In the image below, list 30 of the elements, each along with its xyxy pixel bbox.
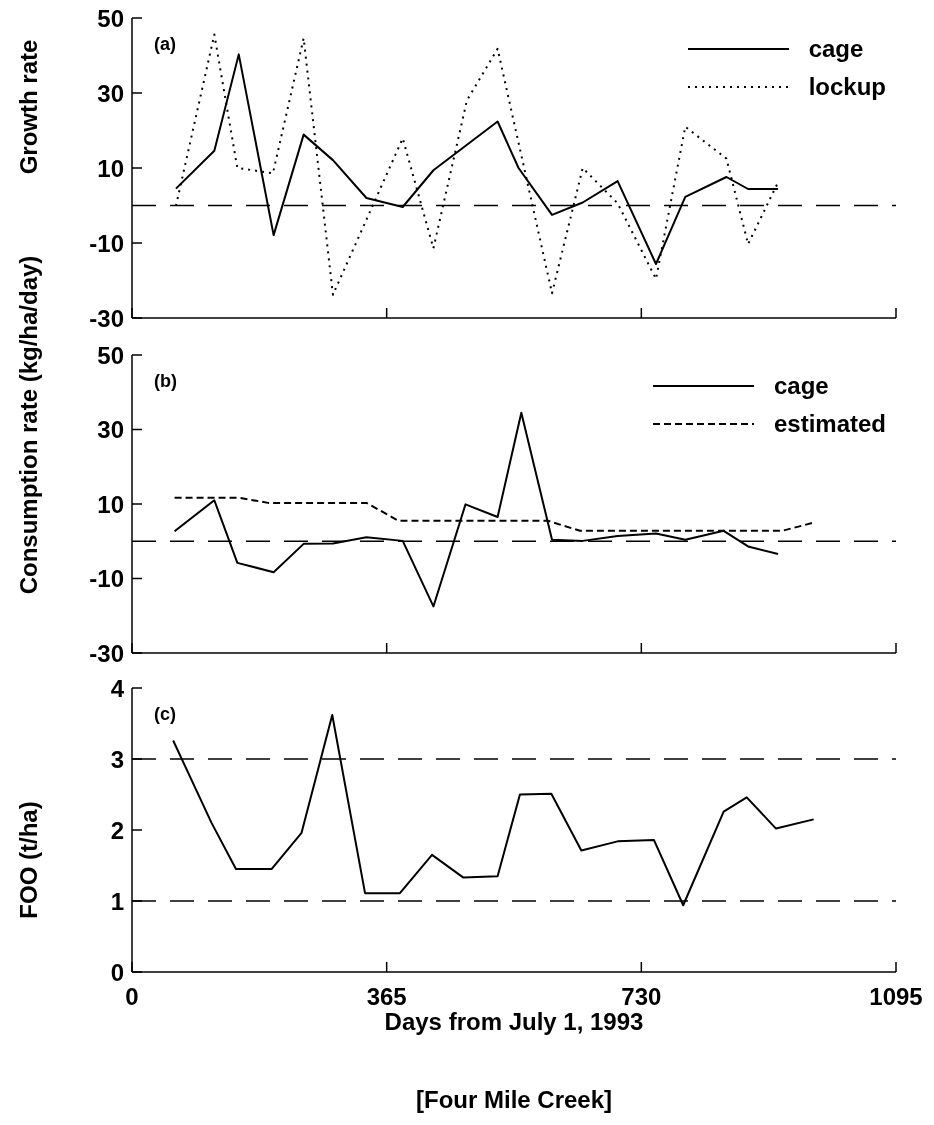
y-axis-title: Consumption rate (kg/ha/day) xyxy=(14,255,42,595)
x-tick-label: 730 xyxy=(621,983,662,1011)
annotation: (a) xyxy=(154,34,176,54)
y-axis-title: Growth rate xyxy=(14,39,42,175)
legend-label: estimated xyxy=(773,410,886,438)
y-tick-label: 1 xyxy=(110,887,124,915)
y-tick-label: 3 xyxy=(110,745,124,773)
y-tick-label: 30 xyxy=(97,79,124,107)
legend-label: cage xyxy=(773,372,829,400)
y-tick-label: -10 xyxy=(89,565,124,593)
y-tick-label: -30 xyxy=(89,639,124,667)
y-tick-label: -10 xyxy=(89,229,124,257)
annotation: (b) xyxy=(154,371,177,391)
annotation: (c) xyxy=(154,704,176,724)
text: [Four Mile Creek] xyxy=(415,1086,613,1113)
y-tick-label: 50 xyxy=(97,341,124,369)
legend-label: lockup xyxy=(808,73,886,101)
y-tick-label: 10 xyxy=(97,154,124,182)
legend-label: cage xyxy=(808,35,864,63)
x-axis-title: Days from July 1, 1993 xyxy=(384,1008,644,1035)
y-tick-label: 50 xyxy=(97,4,124,32)
y-tick-label: -30 xyxy=(89,304,124,332)
y-tick-label: 0 xyxy=(110,958,124,986)
y-tick-label: 10 xyxy=(97,490,124,518)
y-tick-label: 2 xyxy=(110,816,124,844)
x-tick-label: 365 xyxy=(366,983,407,1011)
y-tick-label: 4 xyxy=(110,674,125,702)
y-tick-label: 30 xyxy=(97,416,124,444)
x-tick-label: 1095 xyxy=(869,983,923,1011)
y-axis-title: FOO (t/ha) xyxy=(14,801,42,919)
